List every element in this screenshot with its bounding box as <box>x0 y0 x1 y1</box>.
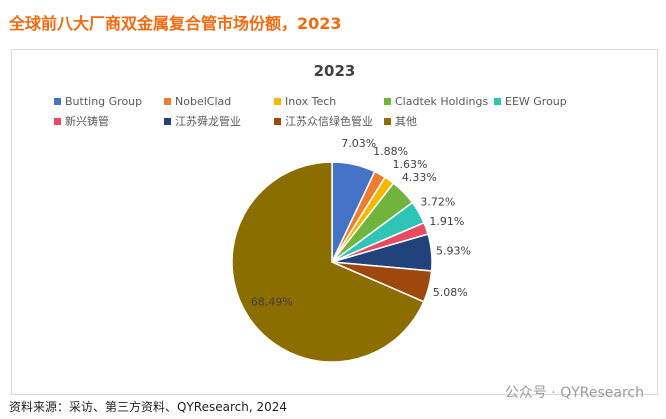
legend-item: 江苏众信绿色管业 <box>274 113 373 129</box>
legend-item: Butting Group <box>54 95 142 108</box>
page-title: 全球前八大厂商双金属复合管市场份额，2023 <box>9 14 342 33</box>
legend-item: NobelClad <box>164 95 231 108</box>
legend-label: 江苏众信绿色管业 <box>285 115 373 128</box>
data-label: 7.03% <box>341 137 376 150</box>
legend-label: 新兴铸管 <box>65 115 109 128</box>
legend-swatch <box>54 117 61 125</box>
legend-swatch <box>494 98 501 105</box>
legend-label: NobelClad <box>175 95 232 108</box>
legend-swatch <box>384 98 391 105</box>
chart-area: 2023 Butting Group NobelClad Inox Tech Clad… <box>11 49 658 395</box>
legend-item: Cladtek Holdings <box>384 95 488 108</box>
data-label: 1.88% <box>373 145 408 158</box>
chart-title: 2023 <box>313 62 356 80</box>
data-label: 3.72% <box>420 195 455 208</box>
legend-label: Butting Group <box>65 95 143 108</box>
legend-item: EEW Group <box>494 95 567 108</box>
watermark: 公众号 · QYResearch <box>504 385 644 401</box>
pie-slice <box>231 161 425 363</box>
legend-label: 其他 <box>395 115 417 128</box>
legend-swatch <box>274 117 281 125</box>
legend-swatch <box>274 98 281 105</box>
legend-item: 其他 <box>384 113 417 129</box>
data-label: 4.33% <box>402 171 437 184</box>
legend-swatch <box>164 117 171 125</box>
legend-swatch <box>54 98 61 105</box>
legend-item: Inox Tech <box>274 95 336 108</box>
data-label: 1.91% <box>429 215 464 228</box>
data-label: 68.49% <box>251 296 293 309</box>
source-note: 资料来源：采访、第三方资料、QYResearch, 2024 <box>9 400 287 414</box>
data-label: 5.93% <box>436 244 471 257</box>
legend-label: Inox Tech <box>285 95 337 108</box>
legend-swatch <box>384 117 391 125</box>
legend-swatch <box>164 98 171 105</box>
legend-label: Cladtek Holdings <box>395 95 489 108</box>
legend-label: EEW Group <box>505 95 567 108</box>
legend-label: 江苏舜龙管业 <box>175 115 241 128</box>
legend-item: 江苏舜龙管业 <box>164 113 241 129</box>
legend-item: 新兴铸管 <box>54 113 109 129</box>
data-label: 5.08% <box>433 286 468 299</box>
data-label: 1.63% <box>393 158 428 171</box>
